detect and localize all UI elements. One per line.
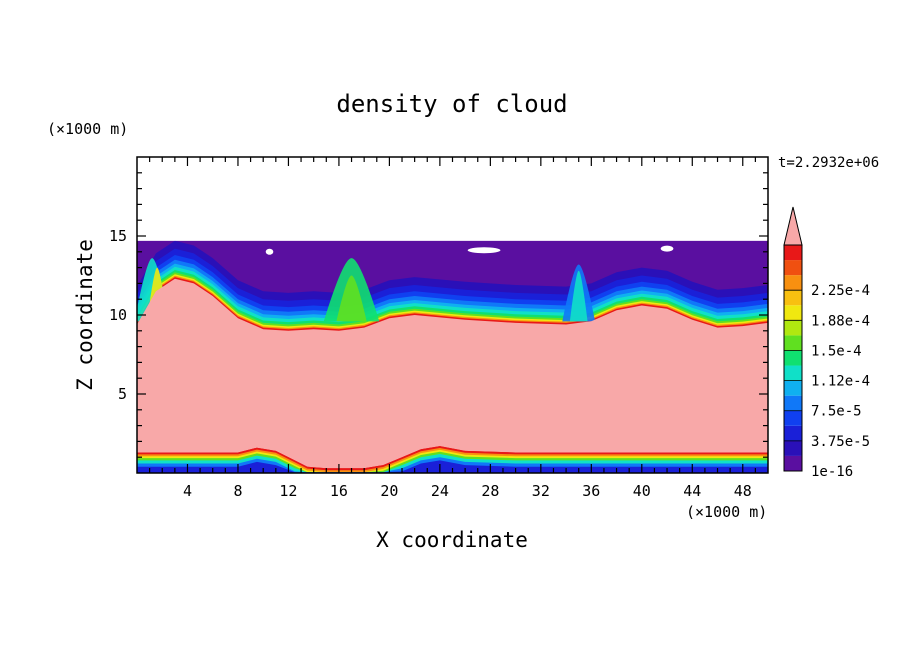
colorbar-level (784, 395, 802, 411)
x-tick-label: 40 (633, 482, 651, 500)
density-plume (336, 275, 367, 322)
clear-pocket (660, 245, 674, 252)
colorbar-level (784, 245, 802, 261)
clear-air (137, 157, 768, 241)
x-tick-label: 20 (380, 482, 398, 500)
colorbar-level (784, 380, 802, 396)
colorbar-label: 1.5e-4 (811, 343, 862, 359)
colorbar-level (784, 455, 802, 471)
colorbar-label: 7.5e-5 (811, 404, 862, 420)
colorbar-level (784, 440, 802, 456)
y-axis: 5 10 15 (109, 172, 768, 458)
x-tick-label: 28 (481, 482, 499, 500)
y-tick-label: 10 (109, 306, 127, 324)
clear-pocket (265, 248, 274, 255)
y-tick-label: 5 (118, 385, 127, 403)
y-tick-label: 15 (109, 227, 127, 245)
colorbar-label: 1.12e-4 (811, 374, 870, 390)
colorbar-level (784, 425, 802, 441)
colorbar-overflow-triangle (783, 206, 803, 246)
colorbar-level (784, 305, 802, 321)
colorbar-label: 1e-16 (811, 464, 853, 480)
colorbar-level (784, 410, 802, 426)
x-tick-label: 16 (330, 482, 348, 500)
x-tick-label: 36 (582, 482, 600, 500)
colorbar-level (784, 350, 802, 366)
chart-title: density of cloud (336, 90, 567, 118)
colorbar-level (784, 320, 802, 336)
colorbar-level (784, 335, 802, 351)
y-unit-label: (×1000 m) (47, 120, 128, 138)
x-tick-label: 24 (431, 482, 449, 500)
colorbar-level (784, 275, 802, 291)
x-tick-label: 32 (532, 482, 550, 500)
colorbar-level (784, 290, 802, 306)
x-axis: 4 8 12 16 20 24 28 32 36 40 44 48 (149, 157, 756, 500)
colorbar-level (784, 365, 802, 381)
lower-density-band (137, 460, 768, 473)
y-axis-label: Z coordinate (73, 239, 97, 391)
x-tick-label: 48 (734, 482, 752, 500)
colorbar-label: 1.88e-4 (811, 313, 870, 329)
colorbar: 1e-16 3.75e-5 7.5e-5 1.12e-4 1.5e-4 1.88e-4 2.… (783, 206, 870, 480)
colorbar-label: 2.25e-4 (811, 283, 870, 299)
time-label: t=2.2932e+06 (778, 155, 879, 171)
density-plume (569, 270, 588, 322)
x-tick-label: 12 (279, 482, 297, 500)
colorbar-label: 3.75e-5 (811, 434, 870, 450)
x-tick-label: 8 (233, 482, 242, 500)
x-unit-label: (×1000 m) (686, 503, 767, 521)
density-field (137, 157, 768, 473)
x-tick-label: 4 (183, 482, 192, 500)
dense-core (137, 278, 768, 469)
x-tick-label: 44 (683, 482, 701, 500)
clear-pocket (467, 247, 501, 254)
colorbar-level (784, 260, 802, 276)
x-axis-label: X coordinate (376, 528, 528, 552)
